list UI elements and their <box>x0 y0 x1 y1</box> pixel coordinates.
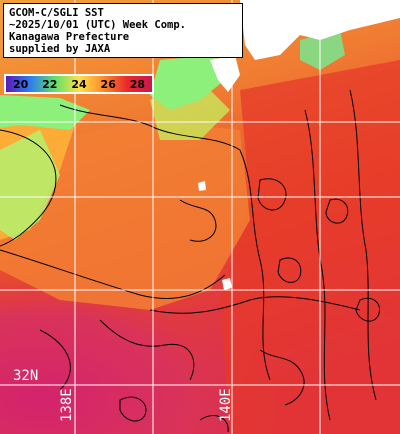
coastal-cool-water <box>0 130 60 240</box>
colorbar-tick-26: 26 <box>100 77 116 91</box>
map-info-box: GCOM-C/SGLI SST ~2025/10/01 (UTC) Week C… <box>3 3 243 58</box>
land-island-small-1 <box>198 181 206 191</box>
info-line-sensor: GCOM-C/SGLI SST <box>9 7 104 19</box>
coastal-cool-water-3 <box>0 95 90 130</box>
lon-label-138e: 138E <box>59 388 75 422</box>
isotherm-contours <box>0 89 380 433</box>
land-island-small-2 <box>222 278 232 290</box>
colorbar-tick-22: 22 <box>42 77 58 91</box>
coastal-cool-water-4 <box>150 55 225 110</box>
lat-label-32n: 32N <box>13 368 39 384</box>
sea-red-east <box>220 60 400 434</box>
colorbar-tick-20: 20 <box>12 77 29 91</box>
coastal-cool-water-5 <box>300 30 345 70</box>
info-line-date: ~2025/10/01 (UTC) Week Comp. <box>9 19 187 31</box>
sea-orange-core <box>0 120 250 310</box>
colorbar-tick-24: 24 <box>71 77 87 91</box>
lon-label-140e: 140E <box>218 388 234 422</box>
info-line-region: Kanagawa Prefecture <box>9 31 130 43</box>
info-line-supplier: supplied by JAXA <box>9 43 111 55</box>
colorbar-tick-28: 28 <box>129 77 146 91</box>
temperature-colorbar: 20 22 24 26 28 <box>4 74 154 94</box>
